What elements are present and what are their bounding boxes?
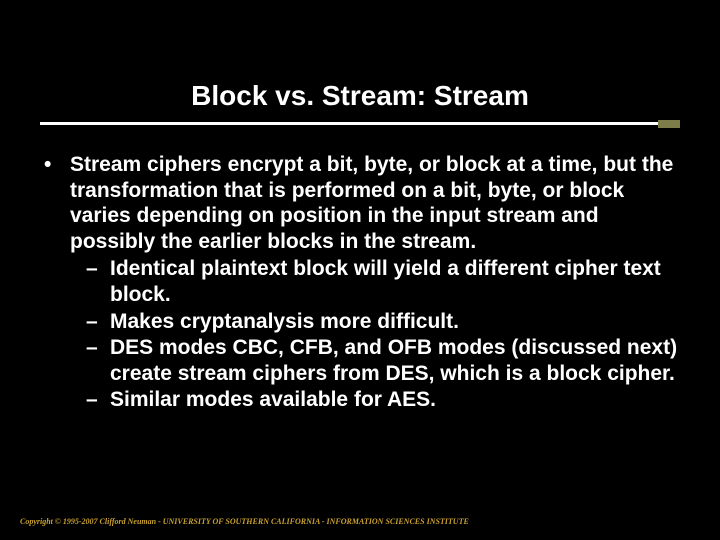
sub-bullet-text: Makes cryptanalysis more difficult. — [110, 309, 680, 335]
bullet-text: Stream ciphers encrypt a bit, byte, or b… — [70, 152, 680, 254]
title-underline — [40, 120, 680, 126]
sub-bullet-text: Identical plaintext block will yield a d… — [110, 256, 680, 307]
slide: Block vs. Stream: Stream • Stream cipher… — [0, 0, 720, 540]
sub-bullet-mark: – — [86, 335, 110, 386]
sub-bullet-mark: – — [86, 309, 110, 335]
sub-bullet-text: Similar modes available for AES. — [110, 387, 680, 413]
bullet-mark: • — [40, 152, 70, 254]
sub-bullet: – Identical plaintext block will yield a… — [40, 256, 680, 307]
sub-bullet: – DES modes CBC, CFB, and OFB modes (dis… — [40, 335, 680, 386]
sub-bullet-mark: – — [86, 387, 110, 413]
sub-bullet: – Similar modes available for AES. — [40, 387, 680, 413]
sub-bullet-text: DES modes CBC, CFB, and OFB modes (discu… — [110, 335, 680, 386]
title-underline-accent — [658, 120, 680, 128]
title-underline-line — [40, 122, 680, 125]
slide-body: • Stream ciphers encrypt a bit, byte, or… — [40, 152, 680, 413]
bullet-main: • Stream ciphers encrypt a bit, byte, or… — [40, 152, 680, 254]
slide-title: Block vs. Stream: Stream — [40, 80, 680, 112]
sub-bullet: – Makes cryptanalysis more difficult. — [40, 309, 680, 335]
copyright-text: Copyright © 1995-2007 Clifford Neuman - … — [20, 517, 469, 526]
sub-bullet-mark: – — [86, 256, 110, 307]
